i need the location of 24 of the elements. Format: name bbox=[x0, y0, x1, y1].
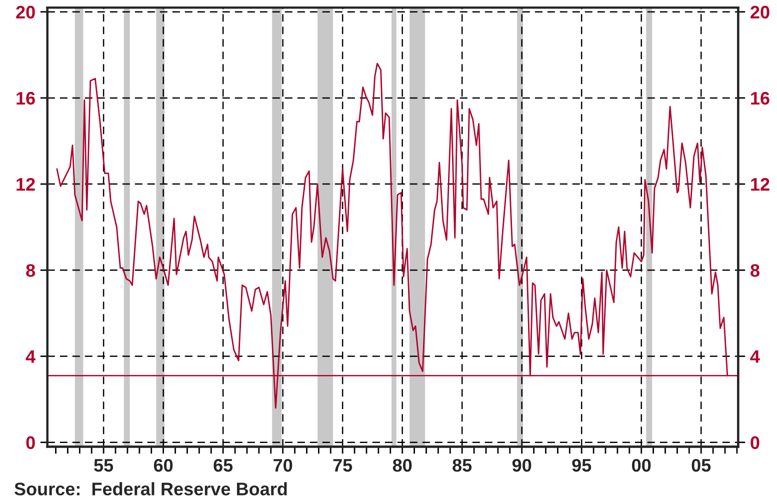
y-tick-label: 0 bbox=[26, 436, 35, 450]
y2-tick-label: 8 bbox=[750, 264, 760, 277]
x-tick-label: 80 bbox=[392, 458, 412, 472]
x-tick-label: 75 bbox=[333, 459, 352, 472]
x-tick-label: 90 bbox=[512, 458, 532, 472]
y2-tick-label: 12 bbox=[751, 178, 770, 191]
x-tick-label: 70 bbox=[274, 458, 292, 472]
y-tick-label: 12 bbox=[16, 178, 35, 191]
y2-tick-label: 20 bbox=[750, 6, 770, 19]
y-tick-label: 4 bbox=[26, 350, 36, 363]
y2-tick-label: 16 bbox=[751, 92, 770, 105]
x-tick-label: 85 bbox=[452, 458, 472, 472]
y2-tick-label: 0 bbox=[750, 436, 760, 450]
x-tick-label: 55 bbox=[94, 459, 114, 472]
y-tick-label: 16 bbox=[16, 92, 35, 105]
x-tick-label: 05 bbox=[692, 458, 711, 472]
y2-tick-label: 4 bbox=[750, 350, 760, 363]
x-tick-label: 65 bbox=[214, 458, 233, 472]
y-tick-label: 8 bbox=[26, 264, 36, 277]
x-tick-label: 95 bbox=[572, 458, 592, 472]
y-tick-label: 20 bbox=[16, 6, 35, 19]
source-note: Source: Federal Reserve Board bbox=[14, 482, 287, 496]
x-tick-label: 60 bbox=[154, 458, 173, 472]
x-tick-label: 00 bbox=[632, 458, 651, 472]
